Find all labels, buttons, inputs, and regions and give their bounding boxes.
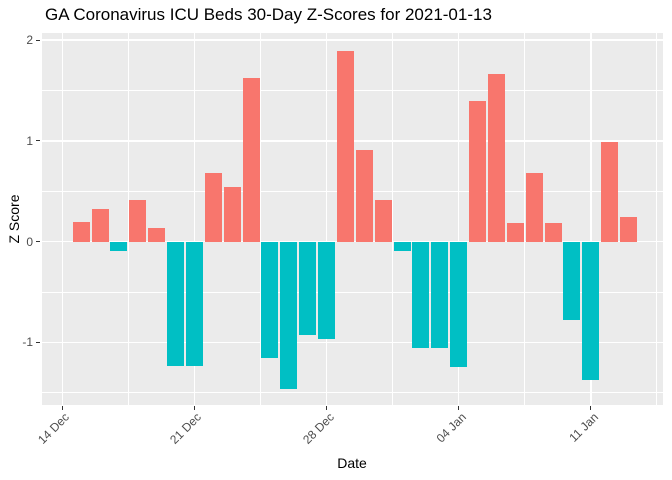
bar-23-dec (223, 187, 241, 242)
bar-11-jan (582, 241, 600, 380)
bar-27-dec (299, 241, 317, 336)
bar-13-jan (620, 217, 638, 242)
chart-title: GA Coronavirus ICU Beds 30-Day Z-Scores … (45, 5, 492, 24)
y-axis-tick (36, 341, 40, 343)
y-axis-tick (36, 241, 40, 243)
y-tick-label: 0 (26, 234, 33, 249)
x-tick-label-text: 28 Dec (299, 410, 337, 447)
major-gridline-v (193, 33, 196, 405)
y-tick-label: 1 (26, 133, 33, 148)
minor-gridline-h (42, 291, 663, 293)
bar-01-jan (393, 241, 411, 251)
minor-gridline-v (524, 33, 526, 405)
x-tick-label-text: 04 Jan (433, 410, 469, 446)
x-axis-tick (61, 406, 63, 410)
bar-12-jan (601, 141, 619, 242)
bar-02-jan (412, 241, 430, 348)
major-gridline-v (325, 33, 328, 405)
plot-panel (42, 33, 663, 405)
major-gridline-h (42, 341, 663, 344)
bar-22-dec (204, 173, 222, 242)
bar-07-jan (506, 222, 524, 242)
y-tick-label: 2 (26, 33, 33, 48)
x-tick-label-text: 11 Jan (566, 410, 601, 445)
minor-gridline-v (656, 33, 658, 405)
minor-gridline-v (392, 33, 394, 405)
major-gridline-h (42, 240, 663, 243)
bar-19-dec (148, 227, 166, 242)
major-gridline-h (42, 39, 663, 41)
minor-gridline-v (260, 33, 261, 405)
x-axis-tick (326, 406, 328, 410)
x-axis-tick (590, 406, 592, 410)
bar-18-dec (129, 200, 147, 242)
bar-08-jan (525, 173, 543, 242)
bar-03-jan (431, 241, 449, 348)
minor-gridline-h (42, 392, 663, 394)
bar-29-dec (336, 51, 354, 242)
bar-25-dec (261, 241, 279, 358)
bar-16-dec (91, 209, 109, 242)
bar-05-jan (469, 100, 487, 242)
bar-24-dec (242, 78, 260, 242)
bar-30-dec (355, 149, 373, 242)
bar-31-dec (374, 200, 392, 242)
bar-20-dec (167, 241, 185, 366)
bar-09-jan (544, 222, 562, 242)
y-axis-tick (36, 140, 40, 142)
bar-04-jan (450, 241, 468, 367)
x-tick-label-text: 14 Dec (35, 410, 73, 447)
major-gridline-v (457, 33, 460, 405)
x-axis-title: Date (337, 455, 367, 471)
bar-10-jan (563, 241, 581, 321)
bar-26-dec (280, 241, 298, 389)
bar-15-dec (72, 221, 90, 242)
y-axis-tick (36, 39, 40, 41)
bar-17-dec (110, 241, 128, 251)
bar-28-dec (318, 241, 336, 340)
minor-gridline-v (127, 33, 129, 405)
bar-21-dec (185, 241, 203, 366)
major-gridline-v (590, 33, 592, 405)
y-tick-label: -1 (22, 335, 33, 350)
x-tick-label-text: 21 Dec (167, 410, 205, 447)
bar-06-jan (487, 74, 505, 242)
x-axis-tick (458, 406, 460, 410)
major-gridline-v (61, 33, 64, 405)
x-axis-tick (193, 406, 195, 410)
